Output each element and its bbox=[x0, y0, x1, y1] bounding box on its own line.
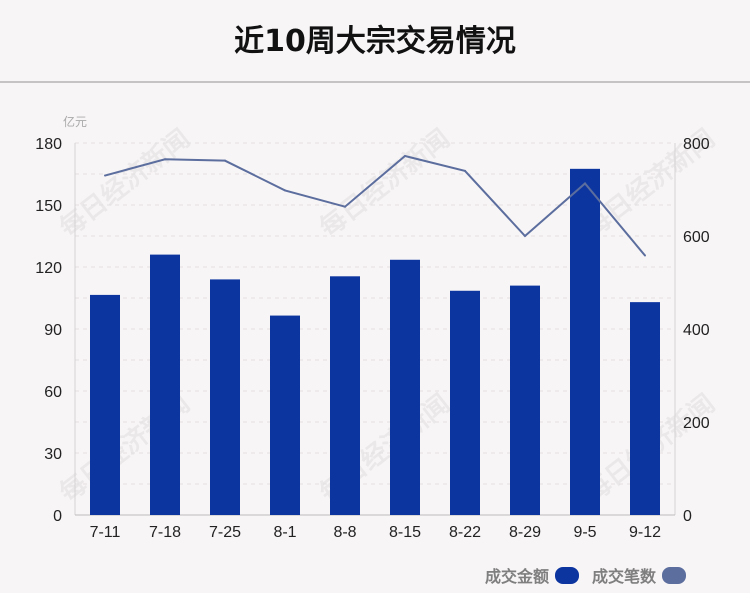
watermark-1: 每日经济新闻 bbox=[314, 123, 456, 243]
x-tick-label: 8-8 bbox=[333, 524, 356, 541]
legend-item-amount[interactable]: 成交金额 bbox=[485, 563, 580, 587]
x-tick-label: 8-29 bbox=[509, 524, 541, 541]
left-tick-label: 30 bbox=[44, 446, 62, 463]
right-tick-label: 0 bbox=[683, 508, 692, 525]
x-tick-label: 9-5 bbox=[573, 524, 596, 541]
right-tick-label: 600 bbox=[683, 229, 710, 246]
left-tick-label: 0 bbox=[53, 508, 62, 525]
x-tick-label: 8-1 bbox=[273, 524, 296, 541]
left-tick-label: 150 bbox=[35, 198, 62, 215]
left-tick-label: 180 bbox=[35, 136, 62, 153]
bar-8-15 bbox=[390, 259, 420, 515]
x-tick-label: 7-18 bbox=[149, 524, 181, 541]
line-point-8-1 bbox=[284, 189, 286, 192]
bar-7-25 bbox=[210, 279, 240, 515]
line-point-7-18 bbox=[164, 158, 166, 161]
bar-8-1 bbox=[270, 315, 300, 515]
legend-swatch-count bbox=[662, 566, 687, 584]
x-tick-label: 8-15 bbox=[389, 524, 421, 541]
line-point-8-15 bbox=[404, 155, 406, 158]
line-point-9-12 bbox=[644, 254, 646, 257]
line-point-7-11 bbox=[104, 174, 106, 177]
line-series-count bbox=[104, 154, 646, 257]
x-tick-label: 9-12 bbox=[629, 524, 661, 541]
legend-item-count[interactable]: 成交笔数 bbox=[592, 563, 687, 587]
right-tick-label: 400 bbox=[683, 322, 710, 339]
bar-7-11 bbox=[90, 294, 120, 515]
bar-9-12 bbox=[630, 302, 660, 515]
bar-8-29 bbox=[510, 285, 540, 515]
left-tick-label: 90 bbox=[44, 322, 62, 339]
bar-9-5 bbox=[570, 168, 600, 516]
line-point-7-25 bbox=[224, 159, 226, 162]
bar-7-18 bbox=[150, 254, 180, 515]
line-point-8-22 bbox=[464, 169, 466, 172]
left-axis-unit: 亿元 bbox=[63, 114, 87, 129]
bar-8-22 bbox=[450, 290, 480, 515]
right-tick-label: 800 bbox=[683, 136, 710, 153]
bar-8-8 bbox=[330, 276, 360, 515]
x-tick-label: 8-22 bbox=[449, 524, 481, 541]
line-point-8-29 bbox=[524, 235, 526, 237]
x-tick-label: 7-25 bbox=[209, 524, 241, 541]
x-tick-label: 7-11 bbox=[90, 524, 121, 541]
right-tick-label: 200 bbox=[683, 415, 710, 432]
title-divider bbox=[0, 81, 750, 83]
left-tick-label: 60 bbox=[44, 384, 62, 401]
legend-label-amount: 成交金额 bbox=[485, 567, 550, 586]
legend-swatch-amount bbox=[555, 566, 580, 584]
line-point-8-8 bbox=[344, 205, 346, 208]
left-tick-label: 120 bbox=[35, 260, 62, 277]
legend-label-count: 成交笔数 bbox=[592, 567, 657, 586]
line-point-9-5 bbox=[584, 182, 586, 185]
chart-title: 近10周大宗交易情况 bbox=[234, 24, 516, 59]
